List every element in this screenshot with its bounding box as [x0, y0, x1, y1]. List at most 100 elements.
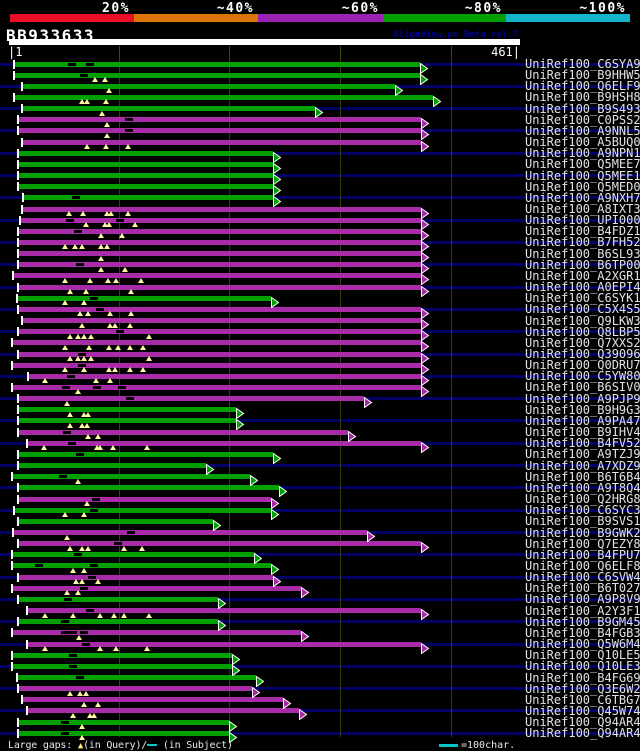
hit-label[interactable]: UniRef100_B9HSH8 — [525, 90, 640, 105]
hit-label[interactable]: UniRef100_A9TZJ9 — [525, 447, 640, 462]
hit-label[interactable]: UniRef100_B9HHW5 — [525, 68, 640, 83]
alignment-bar[interactable] — [12, 630, 301, 636]
alignment-bar[interactable] — [23, 195, 273, 201]
alignment-bar[interactable] — [18, 284, 421, 290]
hit-label[interactable]: UniRef100_Q6ELF9 — [525, 79, 640, 94]
hit-label[interactable]: UniRef100_B6T027 — [525, 581, 640, 596]
alignment-bar[interactable] — [14, 94, 433, 100]
hit-label[interactable]: UniRef100_B7FH52 — [525, 235, 640, 250]
alignment-bar[interactable] — [13, 273, 421, 279]
alignment-bar[interactable] — [18, 161, 273, 167]
alignment-bar[interactable] — [18, 329, 421, 335]
alignment-bar[interactable] — [27, 608, 421, 614]
alignment-bar[interactable] — [14, 72, 420, 78]
hit-label[interactable]: UniRef100_B4FPU7 — [525, 547, 640, 562]
alignment-bar[interactable] — [18, 730, 229, 736]
alignment-bar[interactable] — [12, 474, 250, 480]
hit-label[interactable]: UniRef100_Q10LE5 — [525, 648, 640, 663]
hit-label[interactable]: UniRef100_A7XDZ9 — [525, 458, 640, 473]
alignment-bar[interactable] — [18, 596, 218, 602]
hit-label[interactable]: UniRef100_Q94AR4-2 — [525, 715, 640, 730]
alignment-bar[interactable] — [18, 485, 279, 491]
alignment-bar[interactable] — [18, 351, 421, 357]
alignment-bar[interactable] — [18, 150, 273, 156]
alignment-bar[interactable] — [14, 507, 271, 513]
hit-label[interactable]: UniRef100_Q10LE3 — [525, 659, 640, 674]
alignment-bar[interactable] — [22, 106, 315, 112]
hit-label[interactable]: UniRef100_B4FGB3 — [525, 625, 640, 640]
hit-label[interactable]: UniRef100_A2Y3F1 — [525, 603, 640, 618]
hit-label[interactable]: UniRef100_B9GWK2 — [525, 525, 640, 540]
alignment-bar[interactable] — [18, 251, 421, 257]
hit-label[interactable]: UniRef100_C6TBG7 — [525, 692, 640, 707]
hit-label[interactable]: UniRef100_B4FV52 — [525, 436, 640, 451]
hit-label[interactable]: UniRef100_Q7XXS2 — [525, 335, 640, 350]
alignment-bar[interactable] — [18, 262, 421, 268]
hit-label[interactable]: UniRef100_C5X4S5 — [525, 302, 640, 317]
alignment-bar[interactable] — [18, 719, 229, 725]
alignment-bar[interactable] — [14, 61, 420, 67]
alignment-bar[interactable] — [17, 675, 256, 681]
hit-label[interactable]: UniRef100_A9NNL5 — [525, 123, 640, 138]
alignment-bar[interactable] — [12, 552, 254, 558]
hit-label[interactable]: UniRef100_A9T8Q4 — [525, 480, 640, 495]
hit-label[interactable]: UniRef100_UPI000.. — [525, 213, 640, 228]
hit-label[interactable]: UniRef100_Q5MEE1 — [525, 168, 640, 183]
alignment-bar[interactable] — [22, 83, 395, 89]
hit-label[interactable]: UniRef100_Q8LBP5 — [525, 324, 640, 339]
hit-label[interactable]: UniRef100_A9PJP9 — [525, 391, 640, 406]
hit-label[interactable]: UniRef100_B9SVS1 — [525, 514, 640, 529]
alignment-bar[interactable] — [28, 373, 421, 379]
hit-label[interactable]: UniRef100_A0EPI4 — [525, 280, 640, 295]
alignment-bar[interactable] — [12, 340, 421, 346]
alignment-bar[interactable] — [17, 295, 271, 301]
alignment-bar[interactable] — [22, 206, 421, 212]
hit-label[interactable]: UniRef100_Q5MEE7 — [525, 157, 640, 172]
hit-label[interactable]: UniRef100_A5BUQ0 — [525, 135, 640, 150]
alignment-bar[interactable] — [18, 463, 206, 469]
hit-label[interactable]: UniRef100_B9IHV4 — [525, 425, 640, 440]
hit-label[interactable]: UniRef100_B6TP00 — [525, 257, 640, 272]
alignment-bar[interactable] — [18, 239, 421, 245]
alignment-bar[interactable] — [20, 217, 421, 223]
alignment-bar[interactable] — [18, 306, 421, 312]
alignment-bar[interactable] — [18, 418, 236, 424]
alignment-bar[interactable] — [22, 139, 421, 145]
alignment-bar[interactable] — [12, 384, 421, 390]
hit-label[interactable]: UniRef100_C5YW80 — [525, 369, 640, 384]
hit-label[interactable]: UniRef100_Q39096 — [525, 347, 640, 362]
alignment-bar[interactable] — [12, 585, 301, 591]
alignment-bar[interactable] — [18, 686, 252, 692]
hit-label[interactable]: UniRef100_A9PA47 — [525, 413, 640, 428]
alignment-bar[interactable] — [18, 518, 213, 524]
hit-label[interactable]: UniRef100_B4FG69 — [525, 670, 640, 685]
alignment-bar[interactable] — [18, 574, 273, 580]
hit-label[interactable]: UniRef100_C6SVW4 — [525, 570, 640, 585]
alignment-bar[interactable] — [27, 641, 421, 647]
alignment-bar[interactable] — [18, 184, 273, 190]
alignment-bar[interactable] — [27, 708, 299, 714]
hit-label[interactable]: UniRef100_A9NXH7 — [525, 190, 640, 205]
hit-label[interactable]: UniRef100_Q5W6M4 — [525, 637, 640, 652]
alignment-bar[interactable] — [13, 530, 367, 535]
hit-label[interactable]: UniRef100_B9H9G3 — [525, 402, 640, 417]
hit-label[interactable]: UniRef100_Q94AR4 — [525, 726, 640, 741]
hit-label[interactable]: UniRef100_A8IXT3 — [525, 202, 640, 216]
alignment-bar[interactable] — [12, 652, 232, 658]
hit-label[interactable]: UniRef100_B6T6B4 — [525, 469, 640, 484]
hit-label[interactable]: UniRef100_Q7EZY8 — [525, 536, 640, 551]
hit-label[interactable]: UniRef100_C6SYC3 — [525, 503, 640, 518]
hit-label[interactable]: UniRef100_A9P8V9 — [525, 592, 640, 607]
alignment-bar[interactable] — [18, 228, 421, 234]
hit-label[interactable]: UniRef100_Q45W74 — [525, 703, 640, 718]
hit-label[interactable]: UniRef100_B6SIV0 — [525, 380, 640, 395]
hit-label[interactable]: UniRef100_C0PSS2 — [525, 112, 640, 127]
hit-label[interactable]: UniRef100_B9GM45 — [525, 614, 640, 629]
hit-label[interactable]: UniRef100_B6SL93 — [525, 246, 640, 261]
alignment-bar[interactable] — [18, 173, 273, 179]
hit-label[interactable]: UniRef100_Q6ELF8 — [525, 558, 640, 573]
alignment-bar[interactable] — [18, 128, 421, 134]
hit-label[interactable]: UniRef100_Q2HRG8 — [525, 492, 640, 507]
hit-label[interactable]: UniRef100_B4FDZ1 — [525, 224, 640, 239]
hit-label[interactable]: UniRef100_Q3E6W2 — [525, 681, 640, 696]
